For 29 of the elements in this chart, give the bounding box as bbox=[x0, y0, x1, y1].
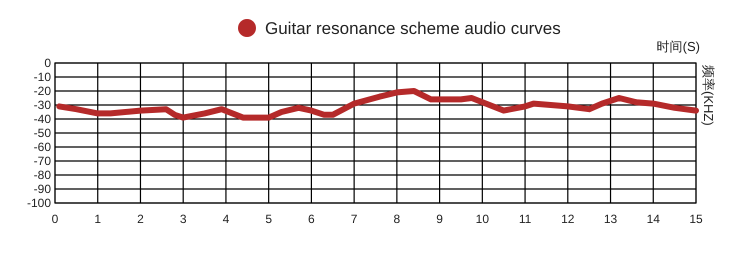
y-tick-label: -100 bbox=[26, 196, 52, 210]
x-tick-label: 8 bbox=[394, 212, 401, 226]
x-tick-label: 6 bbox=[308, 212, 316, 226]
y-tick-label: -30 bbox=[34, 98, 52, 112]
x-tick-label: 3 bbox=[180, 212, 187, 226]
x-tick-label: 10 bbox=[476, 212, 490, 226]
x-tick-label: 2 bbox=[137, 212, 144, 226]
x-tick-label: 1 bbox=[94, 212, 102, 226]
y-tick-label: -90 bbox=[34, 182, 52, 196]
x-tick-label: 9 bbox=[436, 212, 444, 226]
x-tick-label: 14 bbox=[646, 212, 660, 226]
y-tick-label: 0 bbox=[44, 56, 52, 70]
y-tick-label: -70 bbox=[34, 154, 52, 168]
legend: Guitar resonance scheme audio curves bbox=[238, 19, 561, 38]
y-tick-label: -60 bbox=[34, 140, 52, 154]
y-tick-label: -10 bbox=[34, 70, 52, 84]
y-tick-label: -20 bbox=[34, 84, 52, 98]
y-tick-label: -40 bbox=[34, 112, 52, 126]
y-tick-label: -50 bbox=[34, 126, 52, 140]
x-tick-label: 15 bbox=[689, 212, 703, 226]
y-axis-title: 频率(KHZ) bbox=[701, 65, 716, 126]
y-tick-label: -80 bbox=[34, 168, 52, 182]
x-tick-label: 12 bbox=[561, 212, 575, 226]
x-tick-label: 11 bbox=[518, 212, 532, 226]
x-tick-label: 7 bbox=[350, 212, 358, 226]
x-tick-label: 4 bbox=[222, 212, 230, 226]
x-tick-label: 5 bbox=[265, 212, 272, 226]
x-axis-title: 时间(S) bbox=[656, 39, 700, 54]
x-tick-label: 13 bbox=[604, 212, 618, 226]
